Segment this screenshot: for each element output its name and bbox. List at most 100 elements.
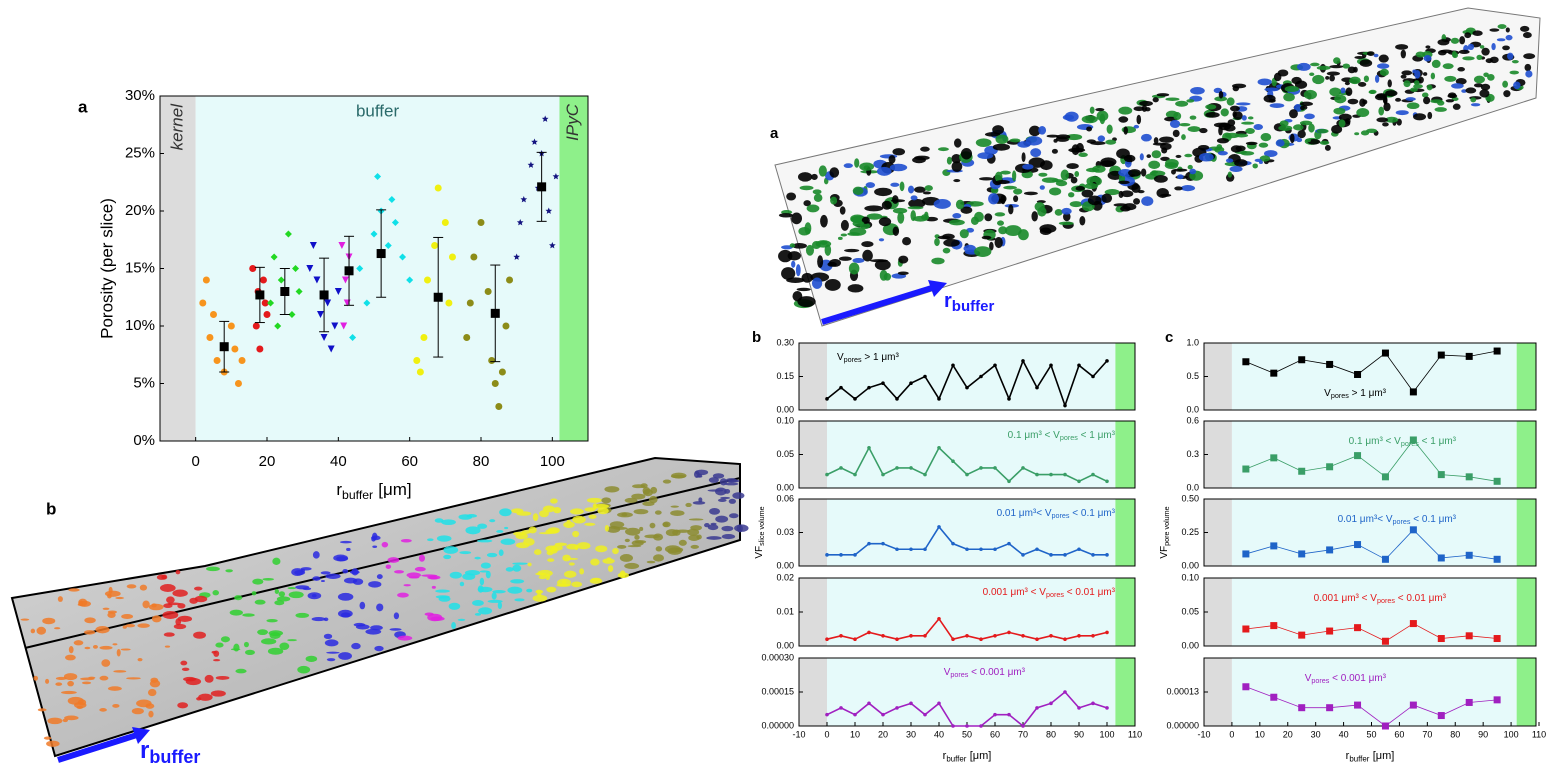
blotch: [624, 563, 639, 569]
blotch: [938, 147, 949, 151]
blotch: [451, 622, 456, 629]
blotch: [1047, 135, 1059, 138]
blotch: [1459, 36, 1465, 44]
point: [445, 300, 452, 307]
blotch: [971, 217, 979, 225]
point: [537, 182, 546, 191]
blotch: [1300, 102, 1313, 106]
blotch: [687, 529, 699, 536]
blotch: [1451, 38, 1459, 44]
blotch: [800, 186, 814, 191]
blotch: [612, 548, 619, 554]
point: [1270, 370, 1277, 377]
y-tick-label: 0.50: [1181, 493, 1199, 503]
blotch: [608, 565, 613, 572]
point: [895, 706, 899, 710]
blotch: [1525, 64, 1532, 71]
blotch: [1438, 50, 1447, 55]
point: [1466, 699, 1473, 706]
blotch: [436, 595, 450, 598]
blotch: [403, 584, 410, 586]
blotch: [1356, 108, 1369, 117]
blotch: [1233, 111, 1243, 119]
blotch: [709, 508, 720, 515]
blotch: [389, 628, 401, 631]
point: [1382, 473, 1389, 480]
blotch: [1523, 32, 1532, 38]
blotch: [1119, 191, 1124, 198]
blotch: [178, 616, 192, 622]
blotch: [811, 174, 818, 180]
blotch: [54, 627, 60, 629]
blotch: [1230, 166, 1243, 172]
blotch: [84, 630, 95, 635]
blotch: [1219, 91, 1224, 98]
y-tick-label: 0.25: [1181, 527, 1199, 537]
point: [499, 369, 506, 376]
blotch: [177, 603, 185, 608]
label: rbuffer[μm]: [1346, 750, 1395, 763]
blotch: [308, 592, 322, 599]
x-tick-label: 50: [962, 729, 972, 739]
blotch: [1217, 138, 1229, 143]
region: [1204, 499, 1232, 566]
blotch: [419, 555, 425, 562]
blotch: [900, 181, 905, 191]
label-sub: buffer: [342, 488, 373, 502]
label-pre: 0.001 μm³ <: [1314, 593, 1371, 604]
point: [239, 357, 246, 364]
point: [1298, 550, 1305, 557]
label-rest: > 1 μm³: [1349, 388, 1387, 399]
blotch: [458, 619, 466, 621]
blotch: [1274, 73, 1281, 82]
blotch: [964, 245, 976, 252]
blotch: [565, 558, 578, 560]
blotch: [113, 670, 126, 673]
blotch: [77, 706, 83, 709]
blotch: [1205, 104, 1216, 109]
blotch: [1205, 112, 1219, 118]
blotch: [1095, 108, 1104, 111]
blotch: [1297, 63, 1311, 71]
blotch: [1293, 124, 1304, 130]
blotch: [1171, 169, 1176, 174]
page: rbuffer rbuffer a b a b c kernelbufferIP…: [0, 0, 1546, 769]
x-tick-label: 40: [330, 453, 347, 470]
blotch: [601, 497, 611, 503]
blotch: [112, 704, 119, 708]
blotch: [394, 612, 399, 619]
point: [937, 617, 941, 621]
point: [320, 290, 329, 299]
blotch: [45, 679, 49, 684]
blotch: [570, 508, 584, 514]
blotch: [478, 585, 484, 592]
point: [853, 473, 857, 477]
blotch: [1009, 139, 1020, 143]
blotch: [613, 527, 627, 530]
chart: 0.00.51.0: [1186, 337, 1536, 414]
blotch: [235, 669, 246, 674]
label-pre: 0.01 μm³<: [997, 508, 1045, 519]
blotch: [1427, 112, 1432, 119]
blotch: [1423, 72, 1427, 76]
point: [255, 290, 264, 299]
blotch: [340, 541, 352, 543]
blotch: [1412, 70, 1416, 74]
y-tick-label: 30%: [125, 87, 155, 104]
blotch: [640, 483, 647, 488]
blotch: [1395, 44, 1408, 50]
region: [1517, 578, 1536, 646]
blotch: [1489, 28, 1499, 31]
blotch: [394, 570, 404, 573]
y-tick-label: 0.5: [1186, 371, 1199, 381]
blotch: [1190, 115, 1197, 119]
blotch: [849, 227, 866, 235]
blotch: [325, 574, 340, 579]
blotch: [841, 220, 849, 231]
point: [260, 277, 267, 284]
panel-letter: a: [78, 97, 88, 116]
point: [492, 380, 499, 387]
blotch: [1388, 79, 1392, 87]
region: [1517, 499, 1536, 566]
point: [488, 357, 495, 364]
